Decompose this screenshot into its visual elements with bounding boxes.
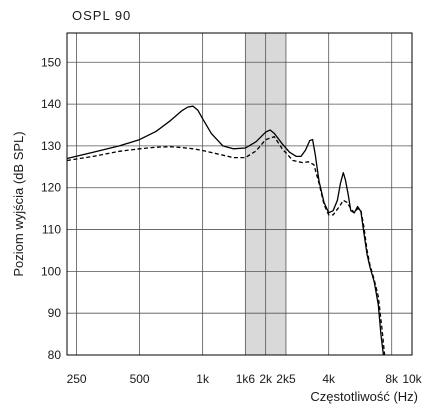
x-tick-label: 500 bbox=[130, 372, 150, 386]
x-tick-label: 250 bbox=[67, 372, 87, 386]
chart-title: OSPL 90 bbox=[72, 8, 131, 23]
solid-series-line bbox=[66, 105, 385, 356]
x-tick-label: 10k bbox=[402, 372, 422, 386]
x-tick-label: 2k5 bbox=[276, 372, 296, 386]
series-layer bbox=[66, 105, 386, 356]
y-tick-label: 80 bbox=[48, 348, 62, 362]
y-tick-label: 150 bbox=[41, 55, 61, 69]
tick-label-layer: 250 500 1k 1k6 2k 2k5 4k 8k 10k 80 90 100 110 120 130 1… bbox=[41, 55, 423, 386]
y-axis-label: Poziom wyjścia (dB SPL) bbox=[11, 131, 26, 276]
y-tick-label: 140 bbox=[41, 97, 61, 111]
dashed-series-line bbox=[66, 136, 386, 356]
x-tick-label: 4k bbox=[322, 372, 336, 386]
x-tick-label: 1k bbox=[196, 372, 210, 386]
grid-layer bbox=[67, 33, 413, 356]
y-tick-label: 110 bbox=[42, 223, 61, 237]
x-axis-label: Częstotliwość (Hz) bbox=[310, 389, 418, 404]
x-tick-label: 8k bbox=[385, 372, 399, 386]
plot-frame bbox=[66, 32, 413, 356]
y-tick-label: 130 bbox=[41, 139, 61, 153]
y-tick-label: 90 bbox=[48, 306, 62, 320]
y-tick-label: 120 bbox=[41, 181, 61, 195]
y-tick-label: 100 bbox=[41, 264, 61, 278]
x-tick-label: 1k6 bbox=[236, 372, 256, 386]
x-tick-label: 2k bbox=[259, 372, 273, 386]
